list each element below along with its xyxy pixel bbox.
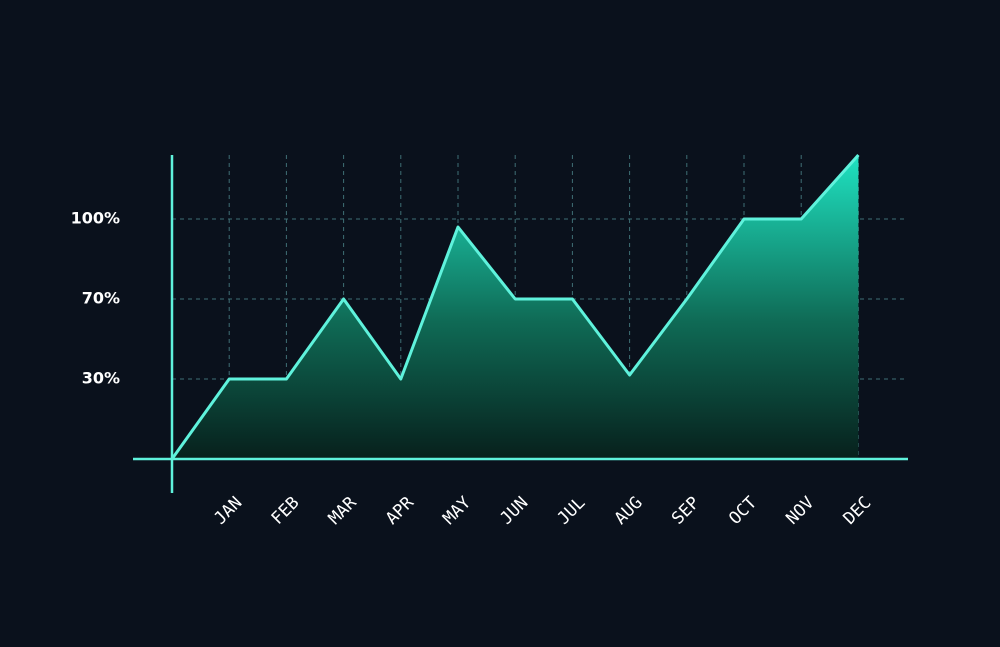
y-tick-label: 100% <box>71 209 120 228</box>
y-tick-label: 30% <box>82 369 120 388</box>
area <box>172 155 859 459</box>
line <box>170 154 860 460</box>
y-tick-label: 70% <box>82 289 120 308</box>
